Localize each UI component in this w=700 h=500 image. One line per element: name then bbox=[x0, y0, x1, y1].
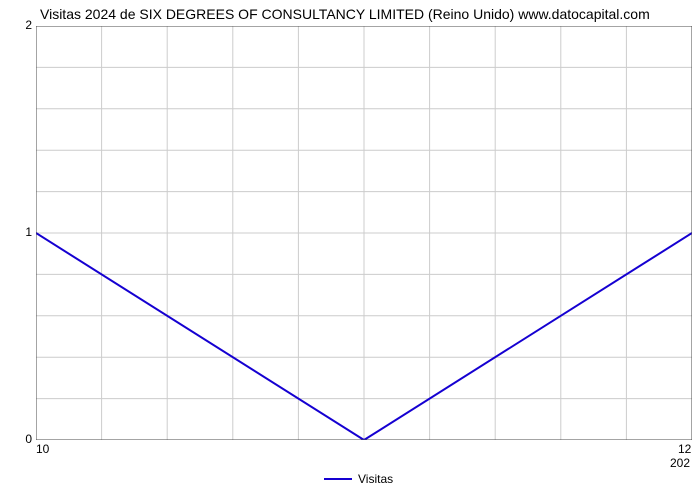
chart-container: Visitas 2024 de SIX DEGREES OF CONSULTAN… bbox=[0, 0, 700, 500]
plot-svg bbox=[36, 26, 692, 440]
y-tick-label: 1 bbox=[8, 225, 32, 239]
x-tick-label: 12 bbox=[678, 442, 691, 456]
plot-area bbox=[36, 26, 692, 440]
x-tick-label: 10 bbox=[36, 442, 49, 456]
legend-line bbox=[324, 478, 352, 480]
x-sub-label: 202 bbox=[670, 456, 690, 470]
legend-label: Visitas bbox=[358, 472, 393, 486]
y-tick-label: 0 bbox=[8, 432, 32, 446]
y-tick-label: 2 bbox=[8, 18, 32, 32]
chart-title: Visitas 2024 de SIX DEGREES OF CONSULTAN… bbox=[40, 6, 650, 22]
legend: Visitas bbox=[324, 472, 393, 486]
